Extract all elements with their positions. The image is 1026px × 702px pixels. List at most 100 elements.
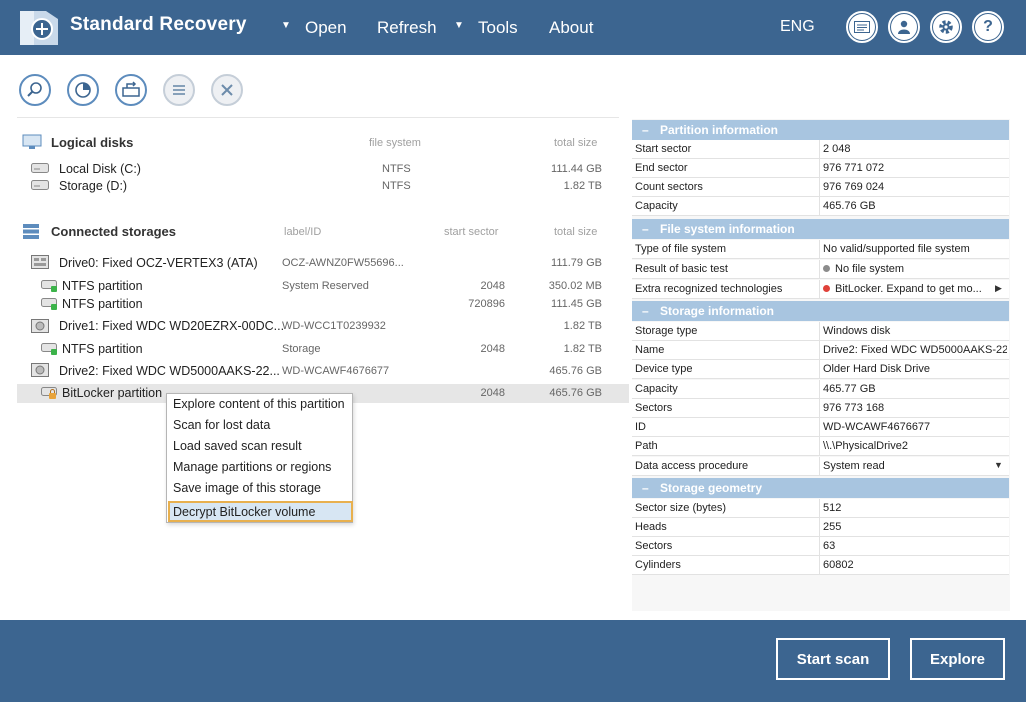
expand-arrow-icon[interactable]: ▶ xyxy=(995,283,1002,293)
menu-decrypt-bitlocker[interactable]: Decrypt BitLocker volume xyxy=(173,505,316,519)
logical-disk-row[interactable]: Local Disk (C:) xyxy=(59,162,141,176)
partition-size: 350.02 MB xyxy=(548,280,602,292)
locked-partition-icon xyxy=(41,387,57,399)
partition-size: 465.76 GB xyxy=(549,387,602,399)
col-start-sector: start sector xyxy=(444,226,499,238)
hdd-icon xyxy=(31,180,49,190)
toolbar xyxy=(0,55,1026,110)
partition-info-header[interactable]: – Partition information xyxy=(632,120,1009,140)
search-button[interactable] xyxy=(19,74,51,106)
info-row: Start sector 2 048 xyxy=(632,140,1009,159)
logical-disk-size: 111.44 GB xyxy=(551,163,602,175)
menu-scan-lost-data[interactable]: Scan for lost data xyxy=(173,418,271,432)
partition-disk-icon xyxy=(41,280,57,292)
disk-analysis-icon xyxy=(75,82,91,98)
storage-size: 111.79 GB xyxy=(551,257,602,269)
storage-size: 465.76 GB xyxy=(549,365,602,377)
app-header: Standard Recovery ▼ Open Refresh ▼ Tools… xyxy=(0,0,1026,55)
col-total-size: total size xyxy=(554,137,598,149)
disk-analysis-button[interactable] xyxy=(67,74,99,106)
partition-start-sector: 720896 xyxy=(468,298,505,310)
collapse-icon: – xyxy=(642,123,649,137)
info-row: Cylinders 60802 xyxy=(632,556,1009,575)
partition-label: System Reserved xyxy=(282,280,369,292)
app-logo-icon xyxy=(20,11,58,45)
logical-disks-heading: Logical disks xyxy=(51,135,134,150)
logical-disk-fs: NTFS xyxy=(382,163,411,175)
col-label-id: label/ID xyxy=(284,226,322,238)
menu-tools[interactable]: Tools xyxy=(478,18,518,37)
log-button[interactable] xyxy=(846,11,878,43)
partition-size: 111.45 GB xyxy=(551,298,602,310)
info-panel: – Partition information Start sector 2 048… xyxy=(632,119,1010,611)
partition-row[interactable]: NTFS partition xyxy=(62,297,143,311)
info-row: Capacity 465.77 GB xyxy=(632,380,1009,399)
info-row: Capacity 465.76 GB xyxy=(632,197,1009,216)
partition-disk-icon xyxy=(41,343,57,355)
storage-label: WD-WCC1T0239932 xyxy=(282,320,386,332)
explore-button[interactable]: Explore xyxy=(910,638,1005,680)
list-button[interactable] xyxy=(163,74,195,106)
logical-disk-row[interactable]: Storage (D:) xyxy=(59,179,128,193)
info-row: Storage type Windows disk xyxy=(632,322,1009,341)
menu-explore-partition[interactable]: Explore content of this partition xyxy=(173,397,345,411)
chevron-down-icon[interactable]: ▼ xyxy=(994,460,1003,470)
filesystem-info-header[interactable]: – File system information xyxy=(632,219,1009,239)
info-row: Sectors 63 xyxy=(632,537,1009,556)
menu-open[interactable]: Open xyxy=(305,18,347,37)
close-button[interactable] xyxy=(211,74,243,106)
info-row: Type of file system No valid/supported fi… xyxy=(632,240,1009,259)
help-button[interactable]: ? xyxy=(972,11,1004,43)
toolbar-divider xyxy=(17,117,619,118)
logical-disk-size: 1.82 TB xyxy=(563,180,602,192)
menu-manage-partitions[interactable]: Manage partitions or regions xyxy=(173,460,332,474)
col-file-system: file system xyxy=(369,137,421,149)
info-row: Device type Older Hard Disk Drive xyxy=(632,360,1009,379)
language-selector[interactable]: ENG xyxy=(780,18,815,35)
storages-icon xyxy=(23,224,39,239)
menu-save-image[interactable]: Save image of this storage xyxy=(173,481,321,495)
storage-row[interactable]: Drive1: Fixed WDC WD20EZRX-00DC... xyxy=(59,319,285,333)
drive-icon xyxy=(31,319,49,333)
storage-row[interactable]: Drive2: Fixed WDC WD5000AAKS-22... xyxy=(59,364,280,378)
settings-button[interactable] xyxy=(930,11,962,43)
info-row: ID WD-WCAWF4676677 xyxy=(632,418,1009,437)
partition-disk-icon xyxy=(41,298,57,310)
menu-about[interactable]: About xyxy=(549,18,594,37)
storage-row[interactable]: Drive0: Fixed OCZ-VERTEX3 (ATA) xyxy=(59,256,258,270)
context-menu-selection xyxy=(168,501,353,522)
info-row: Path \\.\PhysicalDrive2 xyxy=(632,437,1009,456)
start-scan-button[interactable]: Start scan xyxy=(776,638,890,680)
storage-info-header[interactable]: – Storage information xyxy=(632,301,1009,321)
partition-start-sector: 2048 xyxy=(480,343,505,355)
info-row: Heads 255 xyxy=(632,518,1009,537)
context-menu: Explore content of this partition Scan f… xyxy=(166,393,353,523)
info-row-expandable[interactable]: Extra recognized technologies BitLocker. … xyxy=(632,280,1009,299)
close-icon xyxy=(221,84,233,96)
storage-label: OCZ-AWNZ0FW55696... xyxy=(282,257,404,269)
info-row: Count sectors 976 769 024 xyxy=(632,178,1009,197)
info-row: Sector size (bytes) 512 xyxy=(632,499,1009,518)
gear-icon xyxy=(933,14,959,40)
col-total-size: total size xyxy=(554,226,598,238)
bitlocker-partition-row[interactable]: BitLocker partition xyxy=(62,386,163,400)
gray-status-dot-icon xyxy=(823,265,830,272)
collapse-icon: – xyxy=(642,304,649,318)
search-icon xyxy=(27,82,42,97)
menu-refresh[interactable]: Refresh xyxy=(377,18,437,37)
storage-geometry-header[interactable]: – Storage geometry xyxy=(632,478,1009,498)
collapse-icon: – xyxy=(642,222,649,236)
user-icon xyxy=(891,14,917,40)
open-dropdown-icon[interactable]: ▼ xyxy=(281,20,291,31)
data-access-dropdown[interactable]: Data access procedure System read ▼ xyxy=(632,457,1009,476)
partition-row[interactable]: NTFS partition xyxy=(62,279,143,293)
user-button[interactable] xyxy=(888,11,920,43)
menu-load-scan-result[interactable]: Load saved scan result xyxy=(173,439,302,453)
partition-row[interactable]: NTFS partition xyxy=(62,342,143,356)
tools-dropdown-icon[interactable]: ▼ xyxy=(454,20,464,31)
drive-icon xyxy=(31,363,49,377)
hdd-icon xyxy=(31,163,49,173)
app-title: Standard Recovery xyxy=(70,14,247,35)
storage-label: WD-WCAWF4676677 xyxy=(282,365,390,377)
partition-button[interactable] xyxy=(115,74,147,106)
